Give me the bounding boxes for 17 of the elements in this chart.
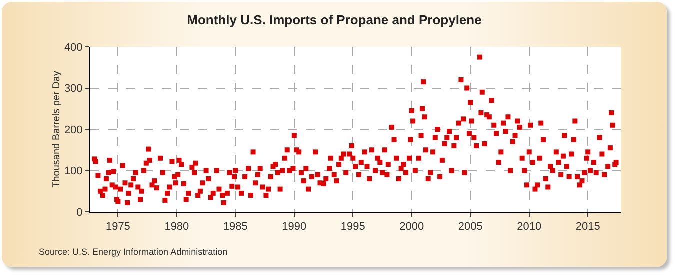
y-axis-title: Thousand Barrels per Day <box>51 71 62 188</box>
chart-title: Monthly U.S. Imports of Propane and Propylene <box>187 12 482 28</box>
x-tick-label: 1995 <box>340 221 366 234</box>
y-tick-label: 200 <box>64 124 83 136</box>
y-tick-label: 300 <box>64 83 83 96</box>
y-tick-label: 400 <box>64 42 83 54</box>
x-tick-label: 1980 <box>164 221 190 234</box>
x-tick-label: 1975 <box>106 221 130 234</box>
y-tick-label: 100 <box>64 166 83 178</box>
x-tick-label: 2010 <box>517 221 542 234</box>
y-tick-label: 0 <box>76 206 83 219</box>
x-tick-label: 2005 <box>458 221 483 234</box>
x-tick-label: 1990 <box>282 221 307 234</box>
x-tick-label: 2000 <box>400 221 424 234</box>
source-note: Source: U.S. Energy Information Administration <box>39 247 228 257</box>
x-tick-label: 2015 <box>576 221 600 234</box>
x-tick-label: 1985 <box>223 221 248 234</box>
